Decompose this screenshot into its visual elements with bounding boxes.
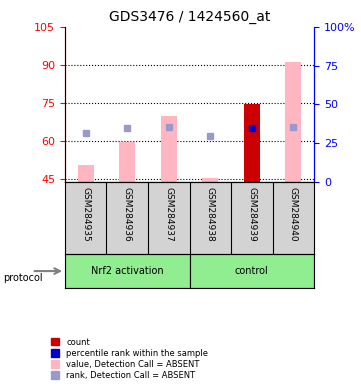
Bar [190, 254, 314, 288]
Text: GSM284938: GSM284938 [206, 187, 215, 242]
Text: GSM284939: GSM284939 [247, 187, 256, 242]
Bar [78, 165, 93, 182]
Bar [161, 116, 177, 182]
Bar [244, 104, 260, 182]
Text: GSM284936: GSM284936 [123, 187, 132, 242]
Text: GSM284937: GSM284937 [164, 187, 173, 242]
Bar [119, 142, 135, 182]
Text: GSM284935: GSM284935 [81, 187, 90, 242]
Text: control: control [235, 266, 269, 276]
Bar [65, 254, 190, 288]
Text: GSM284940: GSM284940 [289, 187, 298, 242]
Bar [286, 62, 301, 182]
Title: GDS3476 / 1424560_at: GDS3476 / 1424560_at [109, 10, 270, 25]
Legend: count, percentile rank within the sample, value, Detection Call = ABSENT, rank, : count, percentile rank within the sample… [51, 338, 208, 380]
Bar [203, 178, 218, 182]
Text: Nrf2 activation: Nrf2 activation [91, 266, 164, 276]
Text: protocol: protocol [4, 273, 43, 283]
